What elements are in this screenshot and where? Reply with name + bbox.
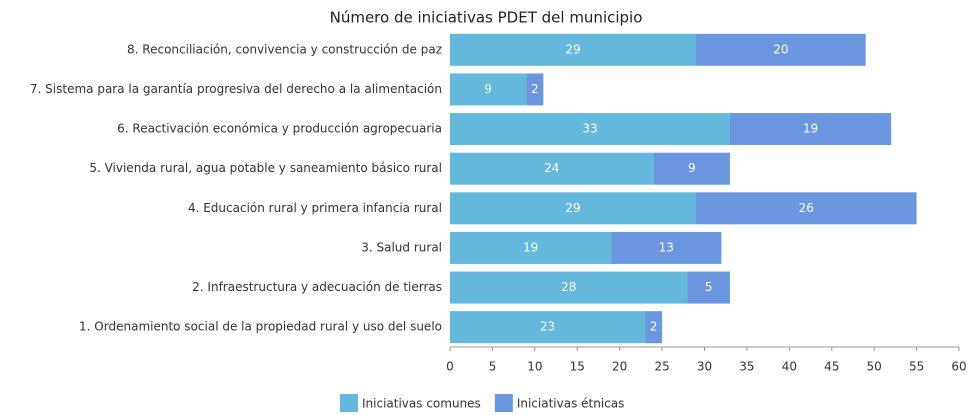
x-tick-label: 40: [782, 360, 797, 374]
data-label: 5: [705, 280, 713, 294]
x-tick-label: 20: [612, 360, 627, 374]
bar: [687, 271, 730, 304]
data-label: 19: [803, 122, 818, 136]
data-label: 9: [484, 82, 492, 96]
bar: [645, 311, 663, 344]
bar: [450, 73, 527, 106]
data-label: 2: [531, 82, 539, 96]
bar: [450, 311, 646, 344]
bar: [450, 152, 654, 185]
y-tick-label: 6. Reactivación económica y producción a…: [117, 122, 442, 136]
y-tick-label: 3. Salud rural: [361, 240, 442, 254]
data-label: 2: [650, 320, 658, 334]
x-tick-label: 50: [867, 360, 882, 374]
legend-swatch: [494, 394, 513, 412]
bar: [611, 231, 722, 264]
y-tick-label: 7. Sistema para la garantía progresiva d…: [30, 82, 442, 96]
x-tick-label: 15: [570, 360, 585, 374]
bar: [653, 152, 730, 185]
legend-label: Iniciativas étnicas: [517, 397, 625, 411]
bar: [450, 192, 697, 225]
x-tick-label: 55: [909, 360, 924, 374]
data-label: 29: [565, 42, 580, 56]
y-tick-label: 4. Educación rural y primera infancia ru…: [188, 201, 442, 215]
data-label: 19: [523, 240, 538, 254]
bar: [696, 192, 917, 225]
y-tick-label: 2. Infraestructura y adecuación de tierr…: [192, 280, 442, 294]
y-tick-label: 1. Ordenamiento social de la propiedad r…: [79, 320, 442, 334]
bar: [450, 231, 612, 264]
bar: [450, 271, 688, 304]
bar: [450, 33, 697, 66]
bar: [526, 73, 544, 106]
y-tick-label: 8. Reconciliación, convivencia y constru…: [127, 42, 442, 56]
legend-label: Iniciativas comunes: [362, 397, 481, 411]
data-label: 29: [565, 201, 580, 215]
x-tick-label: 45: [824, 360, 839, 374]
data-label: 20: [773, 42, 788, 56]
data-label: 26: [799, 201, 814, 215]
bar: [729, 113, 892, 146]
x-tick-label: 30: [697, 360, 712, 374]
x-tick-label: 25: [654, 360, 669, 374]
x-tick-label: 0: [446, 360, 454, 374]
data-label: 23: [540, 320, 555, 334]
x-tick-label: 60: [951, 360, 966, 374]
data-label: 24: [544, 161, 559, 175]
bar: [450, 113, 730, 146]
y-tick-label: 5. Vivienda rural, agua potable y saneam…: [89, 161, 442, 175]
data-label: 33: [582, 122, 597, 136]
data-label: 28: [561, 280, 576, 294]
data-label: 13: [659, 240, 674, 254]
data-label: 9: [688, 161, 696, 175]
x-tick-label: 35: [739, 360, 754, 374]
x-tick-label: 10: [527, 360, 542, 374]
chart-title: Número de iniciativas PDET del municipio: [330, 9, 643, 27]
x-tick-label: 5: [489, 360, 497, 374]
legend-swatch: [340, 394, 358, 412]
bar: [696, 33, 866, 66]
